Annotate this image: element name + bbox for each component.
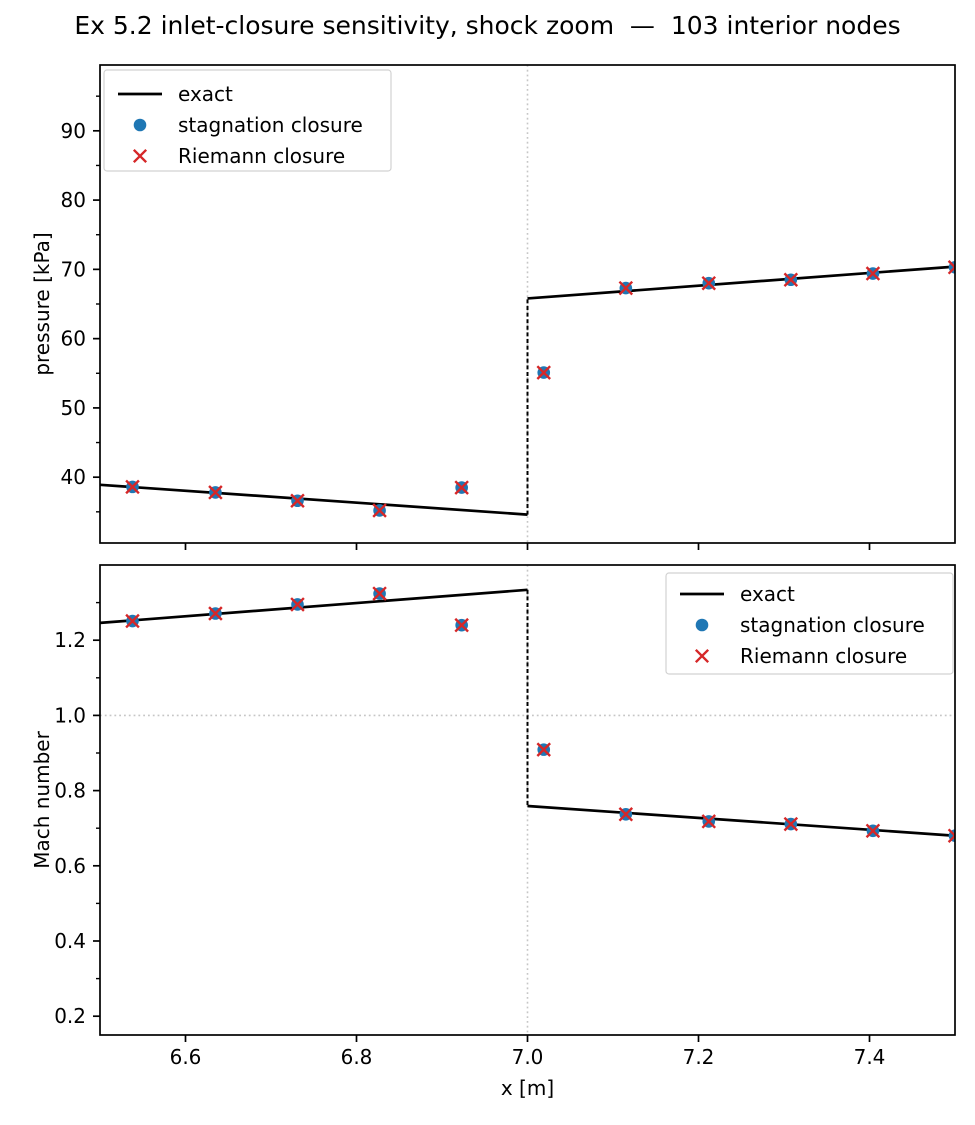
x-tick-label: 6.8 <box>341 1045 373 1069</box>
riemann-point <box>618 280 634 296</box>
riemann-point <box>618 807 634 822</box>
y-tick-label: 70 <box>61 257 86 281</box>
riemann-point <box>454 617 469 633</box>
y-tick-label: 0.2 <box>54 1004 86 1028</box>
riemann-point <box>701 814 717 829</box>
legend-entry-label: exact <box>178 82 233 106</box>
y-tick-label: 90 <box>61 119 86 143</box>
legend-entry-label: Riemann closure <box>178 144 345 168</box>
legend-frame <box>103 69 392 172</box>
riemann-point <box>208 485 223 500</box>
y-tick-label: 1.2 <box>54 628 86 652</box>
y-tick-label: 1.0 <box>54 703 86 727</box>
riemann-point <box>865 266 881 281</box>
riemann-point <box>783 816 799 832</box>
legend-circle-marker <box>133 118 147 132</box>
legend-entry-label: stagnation closure <box>740 613 925 637</box>
y-tick-label: 40 <box>61 465 86 489</box>
y-tick-label: 0.6 <box>54 854 86 878</box>
y-tick-label: 0.8 <box>54 779 86 803</box>
legend-entry-label: stagnation closure <box>178 113 363 137</box>
mach-axes: 6.6 6.8 7.0 7.2 7.4 0.2 0.4 0.6 0.8 1.0 1.2 Mach nu… <box>30 564 956 1100</box>
mach-y-axis-label: Mach number <box>30 730 54 868</box>
legend-circle-marker <box>695 618 709 632</box>
exact-line <box>100 483 528 516</box>
y-tick-label: 80 <box>61 188 86 212</box>
pressure-y-axis-label: pressure [kPa] <box>30 232 54 375</box>
riemann-point <box>947 260 955 275</box>
riemann-point <box>701 275 717 291</box>
riemann-point <box>125 479 140 495</box>
riemann-point <box>372 503 387 518</box>
y-tick-label: 50 <box>61 396 86 420</box>
figure-title: Ex 5.2 inlet-closure sensitivity, shock … <box>74 11 901 40</box>
x-tick-label: 7.2 <box>683 1045 715 1069</box>
y-tick-label: 0.4 <box>54 929 86 953</box>
legend-x-marker <box>132 148 148 164</box>
riemann-point <box>208 606 223 621</box>
exact-line <box>527 265 955 300</box>
riemann-point <box>290 493 305 508</box>
riemann-point <box>125 613 140 629</box>
x-axis-label: x [m] <box>501 1076 554 1100</box>
mach-legend: exact stagnation closure Riemann closure <box>665 572 954 675</box>
x-tick-label: 7.4 <box>854 1045 886 1069</box>
riemann-point <box>947 828 955 843</box>
pressure-axes: 40 50 60 70 80 90 pressure [kPa] exact stagnatio… <box>30 64 956 550</box>
legend-entry-label: exact <box>740 582 795 606</box>
pressure-legend: exact stagnation closure Riemann closure <box>103 69 392 172</box>
riemann-point <box>865 823 881 839</box>
x-tick-label: 6.6 <box>170 1045 202 1069</box>
y-tick-label: 60 <box>61 327 86 351</box>
legend-entry-label: Riemann closure <box>740 644 907 668</box>
riemann-point <box>783 272 799 288</box>
riemann-point <box>536 742 551 757</box>
legend-x-marker <box>694 648 710 664</box>
riemann-point <box>536 365 551 380</box>
riemann-point <box>454 480 469 495</box>
legend-frame <box>665 572 954 675</box>
exact-line <box>527 804 955 838</box>
x-tick-label: 7.0 <box>512 1045 544 1069</box>
exact-line <box>100 588 528 625</box>
riemann-point <box>290 597 305 612</box>
riemann-point <box>372 586 387 601</box>
